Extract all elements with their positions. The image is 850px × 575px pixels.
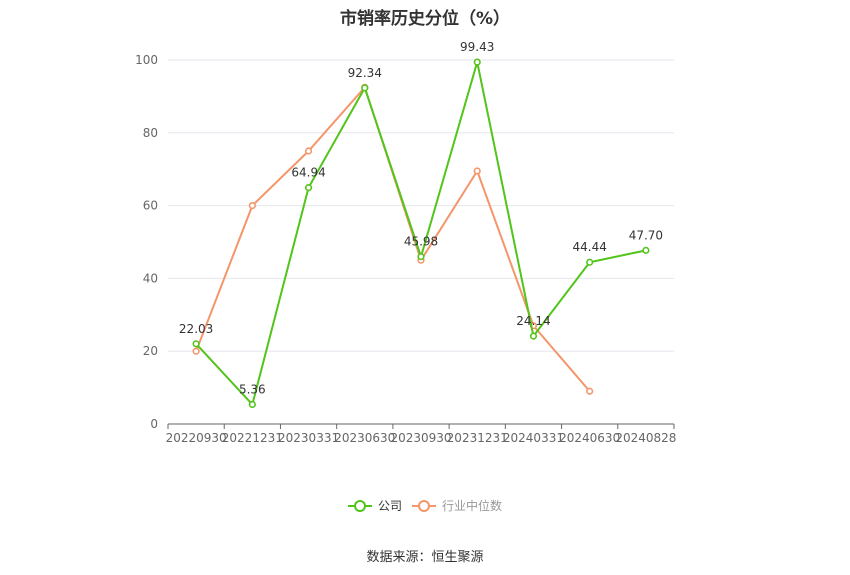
data-point-company[interactable] [529, 332, 538, 340]
axis-layer: 0204060801002022093020221231202303312023… [135, 53, 676, 445]
data-point-company[interactable] [248, 400, 256, 409]
x-tick-label: 20230331 [278, 431, 339, 445]
y-tick-label: 60 [143, 199, 158, 213]
data-point-company[interactable] [304, 184, 313, 192]
series-line-company [195, 61, 647, 407]
data-label: 99.43 [460, 40, 494, 54]
data-point-industry[interactable] [192, 347, 200, 355]
data-point-company[interactable] [192, 340, 200, 348]
data-point-company[interactable] [473, 58, 481, 66]
series-layer [192, 58, 650, 409]
data-point-industry[interactable] [248, 202, 256, 210]
data-point-company[interactable] [586, 258, 594, 266]
x-tick-label: 20240331 [503, 431, 564, 445]
chart-title: 市销率历史分位（%） [339, 9, 511, 29]
x-tick-label: 20240828 [615, 431, 676, 445]
data-point-industry[interactable] [473, 167, 481, 175]
data-point-industry[interactable] [304, 147, 313, 155]
legend-industry-label: 行业中位数 [442, 498, 502, 513]
y-tick-label: 80 [143, 126, 158, 140]
data-point-company[interactable] [642, 246, 650, 254]
source-note: 数据来源：恒生聚源 [366, 550, 484, 565]
legend-industry-marker [418, 500, 430, 512]
legend-company-label: 公司 [378, 499, 402, 513]
data-point-company[interactable] [417, 253, 425, 261]
grid-layer [168, 59, 674, 352]
legend-item-company[interactable]: 公司 [348, 499, 402, 513]
x-tick-label: 20230630 [334, 431, 395, 445]
y-tick-label: 40 [143, 271, 158, 285]
data-label: 44.44 [572, 240, 606, 254]
legend-company-marker [354, 500, 366, 512]
x-tick-label: 20221231 [222, 431, 283, 445]
data-label: 92.34 [348, 66, 382, 80]
data-label: 24.14 [516, 314, 550, 328]
x-tick-label: 20240630 [559, 431, 620, 445]
y-tick-label: 100 [135, 53, 158, 67]
data-label: 64.94 [291, 166, 325, 180]
data-point-company[interactable] [361, 84, 369, 92]
x-tick-label: 20220930 [166, 431, 227, 445]
data-label: 47.70 [629, 228, 663, 242]
x-tick-label: 20230930 [390, 431, 451, 445]
data-label: 5.36 [239, 382, 266, 396]
y-tick-label: 0 [150, 417, 158, 431]
legend: 公司 行业中位数 [348, 498, 502, 513]
data-label: 45.98 [404, 235, 438, 249]
data-point-industry[interactable] [586, 387, 594, 395]
legend-item-industry[interactable]: 行业中位数 [412, 498, 502, 513]
y-tick-label: 20 [143, 344, 158, 358]
data-label: 22.03 [179, 322, 213, 336]
x-tick-label: 20231231 [447, 431, 508, 445]
label-layer: 22.03 5.36 64.94 92.34 45.98 99.43 24.14 44.44 4… [179, 40, 663, 396]
